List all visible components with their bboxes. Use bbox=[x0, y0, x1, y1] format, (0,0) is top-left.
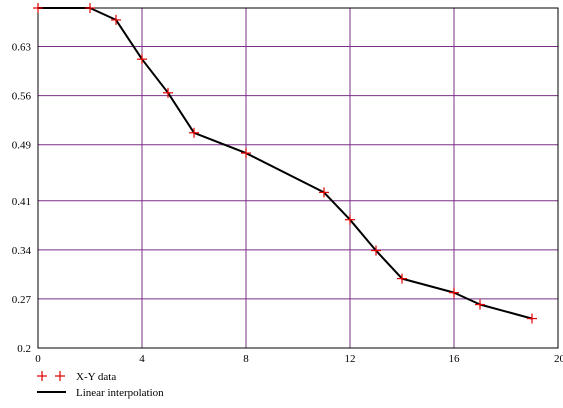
y-tick-label: 0.41 bbox=[12, 196, 31, 208]
plot-frame bbox=[37, 7, 559, 349]
data-point-marker bbox=[475, 299, 485, 310]
tick-labels: 0 4 8 12 16 20 0.2 0.27 0.34 0.41 0.49 0.56 0.63 bbox=[12, 42, 563, 365]
x-tick-label: 12 bbox=[345, 353, 356, 365]
legend-plus-icon bbox=[37, 371, 47, 381]
y-tick-label: 0.63 bbox=[12, 42, 32, 54]
y-tick-label: 0.49 bbox=[12, 140, 32, 152]
series-line-linear-interpolation bbox=[38, 7, 533, 320]
x-tick-label: 16 bbox=[449, 353, 461, 365]
legend-label: Linear interpolation bbox=[76, 387, 164, 399]
x-tick-label: 0 bbox=[35, 353, 41, 365]
data-point-marker bbox=[345, 214, 355, 225]
series-markers-xy-data bbox=[33, 3, 537, 324]
x-tick-label: 4 bbox=[139, 353, 145, 365]
y-tick-label: 0.27 bbox=[12, 294, 32, 306]
y-tick-label: 0.2 bbox=[17, 343, 31, 355]
series-layer bbox=[33, 3, 537, 324]
data-point-marker bbox=[371, 245, 381, 256]
legend: X-Y data Linear interpolation bbox=[37, 371, 164, 399]
data-point-marker bbox=[163, 87, 173, 98]
legend-item: X-Y data bbox=[37, 371, 116, 383]
data-point-marker bbox=[527, 313, 537, 324]
data-point-marker bbox=[397, 273, 407, 284]
data-point-marker bbox=[449, 287, 459, 298]
data-point-marker bbox=[33, 3, 43, 13]
y-tick-label: 0.56 bbox=[12, 91, 32, 103]
legend-plus-icon bbox=[55, 371, 65, 381]
gridlines bbox=[38, 8, 558, 348]
data-point-marker bbox=[189, 127, 199, 138]
legend-label: X-Y data bbox=[76, 371, 116, 383]
data-point-marker bbox=[111, 14, 121, 25]
y-tick-label: 0.34 bbox=[12, 245, 32, 257]
data-point-marker bbox=[241, 148, 251, 159]
data-point-marker bbox=[319, 187, 329, 198]
x-tick-label: 20 bbox=[554, 353, 563, 365]
x-tick-label: 8 bbox=[243, 353, 249, 365]
legend-item: Linear interpolation bbox=[37, 387, 164, 399]
data-point-marker bbox=[85, 3, 95, 13]
data-point-marker bbox=[137, 54, 147, 65]
